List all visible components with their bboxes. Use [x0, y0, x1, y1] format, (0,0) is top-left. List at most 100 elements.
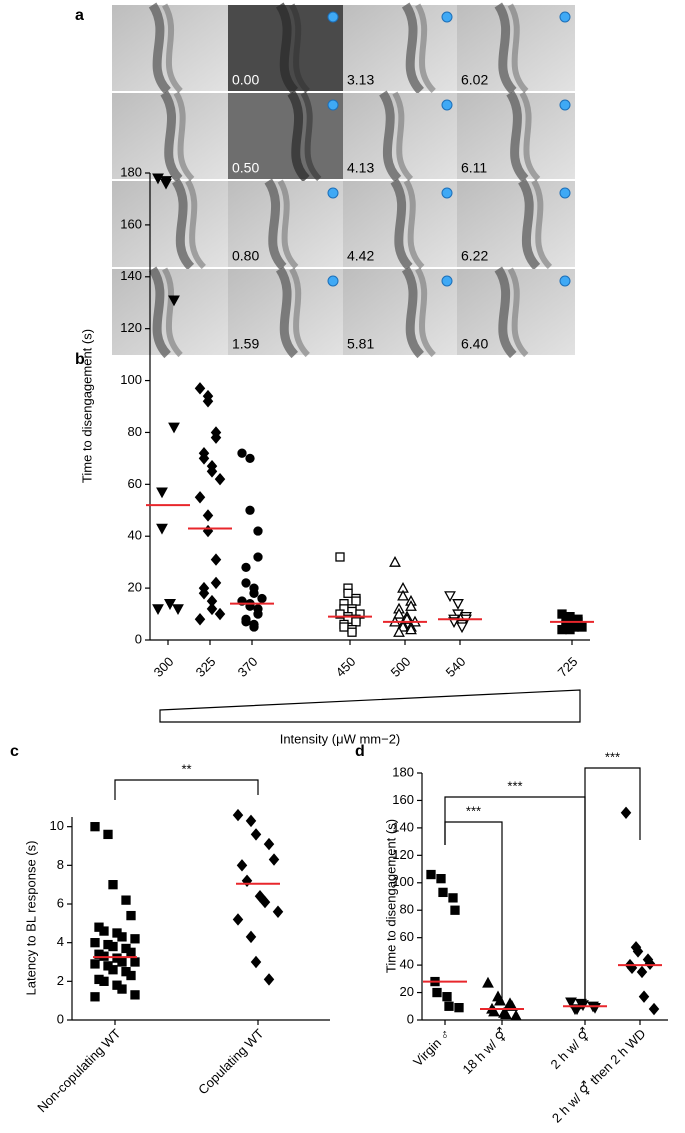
significance-label: ***	[605, 749, 620, 764]
data-point	[565, 997, 577, 1009]
y-axis-label: Time to disengagement (s)	[383, 819, 398, 973]
data-point	[500, 1008, 512, 1020]
data-point	[99, 976, 109, 986]
light-indicator	[559, 187, 571, 199]
data-point	[448, 893, 458, 903]
x-axis-label: Intensity (μW mm−2)	[280, 731, 401, 746]
data-point	[236, 859, 248, 872]
light-indicator	[559, 99, 571, 111]
data-point	[103, 829, 113, 840]
worm	[275, 2, 299, 95]
data-point	[237, 448, 247, 458]
data-point	[249, 622, 259, 632]
data-point	[108, 965, 118, 975]
y-tick-label: 160	[120, 216, 142, 231]
worm	[378, 90, 402, 183]
worm	[415, 267, 436, 358]
time-label: 3.13	[347, 72, 374, 88]
light-indicator	[441, 11, 453, 23]
x-tick-label: 500	[388, 654, 414, 680]
data-point	[117, 957, 127, 967]
data-point	[253, 552, 263, 562]
time-label: 0.80	[232, 248, 259, 264]
light-indicator	[327, 187, 339, 199]
worm	[507, 3, 529, 94]
y-axis-label: Time to disengagement (s)	[79, 329, 94, 483]
data-point	[454, 1003, 464, 1013]
data-point	[456, 622, 468, 634]
worm	[173, 91, 195, 182]
y-tick-label: 10	[50, 818, 64, 833]
x-tick-label: 18 h w/ ⚥	[459, 1026, 510, 1077]
data-point	[351, 617, 361, 627]
data-point	[393, 626, 405, 637]
data-point	[206, 602, 218, 616]
data-point	[168, 422, 180, 434]
data-point	[405, 623, 417, 635]
data-point	[397, 589, 409, 601]
data-point	[442, 992, 452, 1002]
light-indicator	[559, 275, 571, 287]
data-point	[156, 487, 168, 499]
x-tick-label: Virgin ♂	[410, 1026, 453, 1069]
data-point	[130, 934, 140, 944]
worm	[494, 2, 517, 95]
worm	[494, 266, 517, 359]
data-point	[644, 957, 656, 970]
worm	[275, 266, 299, 359]
light-indicator	[559, 11, 571, 23]
worm	[289, 267, 311, 358]
data-point	[108, 941, 118, 952]
light-indicator	[327, 275, 339, 287]
time-label: 6.22	[461, 248, 488, 264]
y-tick-label: 180	[120, 164, 142, 179]
data-point	[160, 176, 172, 187]
data-point	[198, 587, 210, 600]
y-tick-label: 120	[392, 847, 414, 862]
data-point	[432, 987, 442, 998]
worm	[403, 179, 425, 270]
worm	[277, 179, 299, 270]
x-tick-label: 300	[151, 654, 177, 680]
time-label: 0.50	[232, 160, 259, 176]
data-point	[648, 1002, 660, 1016]
data-point	[405, 600, 417, 611]
x-tick-label: 325	[193, 654, 219, 680]
significance-bracket	[584, 767, 641, 1000]
significance-bracket	[114, 779, 259, 800]
panel-label: b	[75, 351, 85, 368]
data-point	[577, 622, 587, 632]
data-point	[156, 523, 168, 535]
panel-label: a	[75, 7, 84, 24]
data-point	[620, 806, 632, 820]
worm	[161, 267, 183, 358]
light-indicator	[441, 99, 453, 111]
data-point	[99, 926, 109, 936]
worm	[392, 91, 414, 182]
worm	[401, 2, 425, 95]
data-point	[232, 913, 244, 926]
data-point	[152, 604, 164, 616]
data-point	[343, 588, 353, 598]
data-point	[202, 524, 214, 538]
data-point	[232, 808, 244, 822]
data-point	[438, 887, 448, 898]
data-point	[351, 596, 361, 606]
data-point	[130, 957, 140, 967]
data-point	[194, 382, 206, 395]
worm	[517, 178, 541, 271]
y-axis-label: Latency to BL response (s)	[23, 841, 38, 996]
data-point	[130, 990, 140, 1000]
worm	[148, 266, 172, 359]
y-tick-label: 2	[57, 973, 64, 988]
data-point	[214, 607, 226, 621]
y-tick-label: 20	[400, 984, 414, 999]
x-tick-label: 450	[333, 654, 359, 680]
y-tick-label: 60	[400, 929, 414, 944]
data-point	[452, 599, 464, 610]
time-label: 6.02	[461, 72, 488, 88]
data-point	[241, 562, 251, 573]
image-frame	[228, 93, 343, 179]
data-point	[263, 973, 275, 986]
data-point	[254, 890, 266, 903]
